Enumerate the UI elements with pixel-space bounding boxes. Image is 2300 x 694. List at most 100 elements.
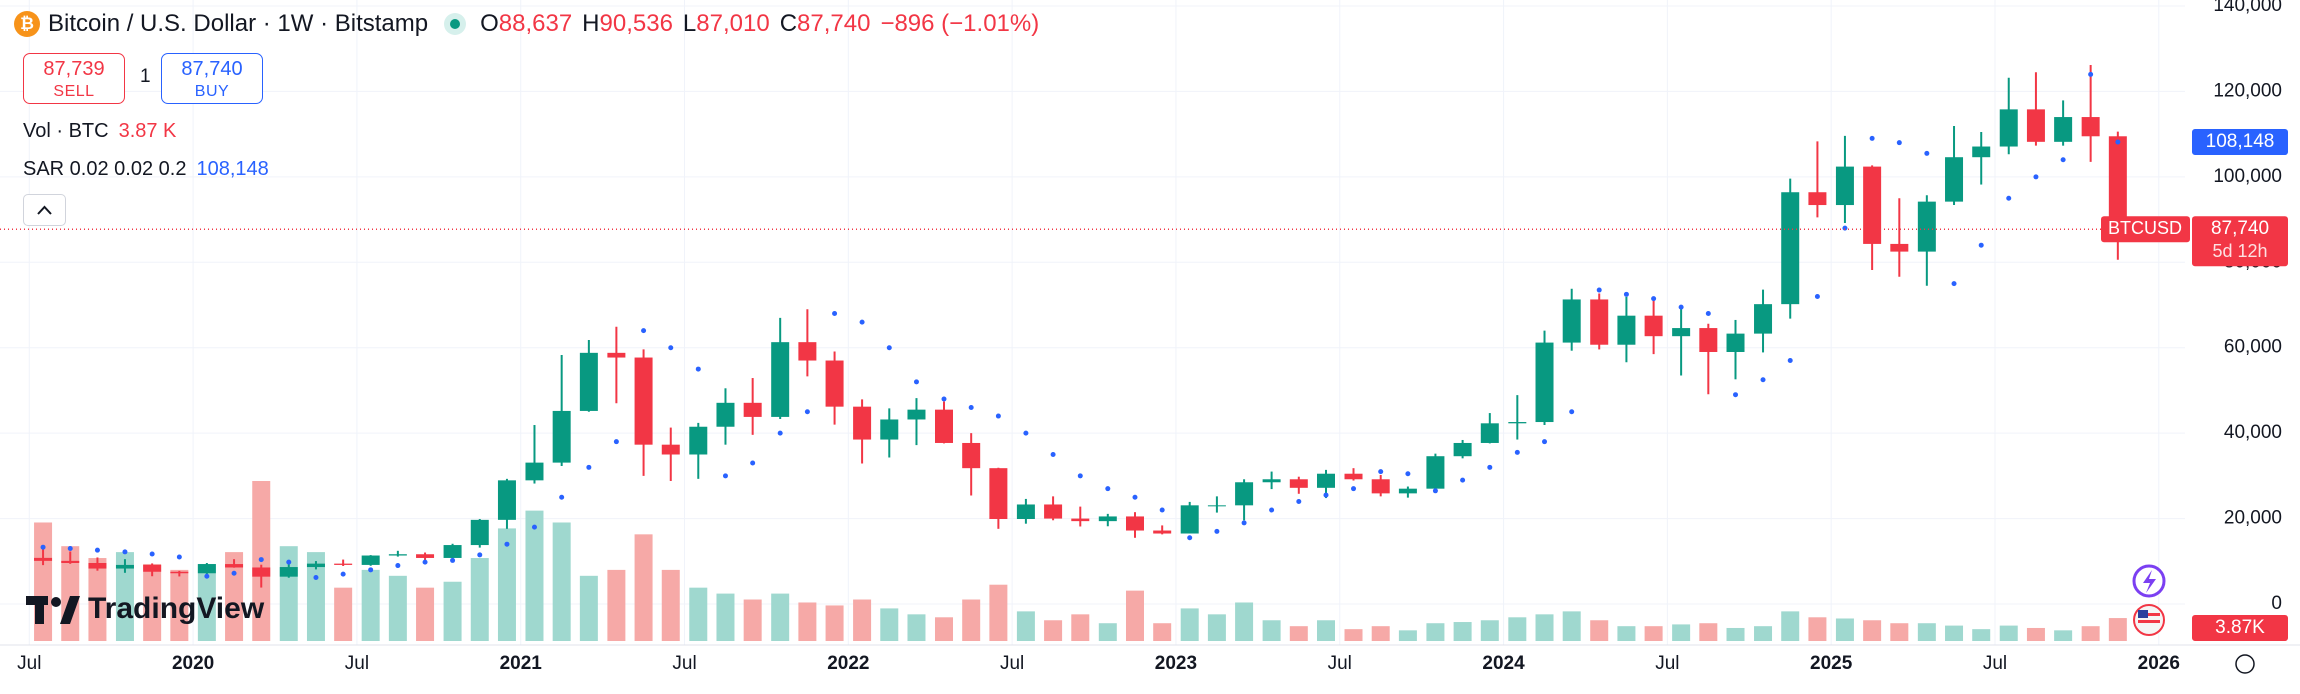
candle-body: [1535, 342, 1554, 423]
ohlc-label: L: [682, 10, 697, 37]
volume-bar: [443, 581, 462, 641]
x-tick-label: Jul: [17, 653, 41, 674]
volume-bar: [1835, 618, 1854, 641]
collapse-button[interactable]: [23, 194, 66, 226]
grid: [0, 0, 2185, 645]
sar-dot: [477, 552, 483, 558]
volume-bar: [825, 605, 844, 641]
sar-label: 108,148: [2206, 131, 2275, 152]
sar-dot: [968, 405, 974, 411]
sar-dot: [258, 557, 264, 563]
ohlc-value: 90,536: [599, 10, 673, 37]
market-status: [444, 13, 467, 35]
ohlc-label: O: [480, 10, 499, 37]
candle-body: [1262, 479, 1281, 483]
sar-dot: [1241, 520, 1247, 526]
sar-dot: [395, 563, 401, 569]
candle-body: [1371, 479, 1390, 494]
sell-button[interactable]: 87,739 SELL: [23, 53, 125, 104]
y-tick-label: 60,000: [2224, 337, 2282, 358]
volume-bar: [1863, 620, 1882, 641]
volume-bar: [1207, 614, 1226, 641]
sar-dot: [1269, 507, 1275, 513]
buy-button[interactable]: 87,740 BUY: [161, 53, 263, 104]
volume-bar: [634, 534, 653, 641]
indicator-value: 3.87 K: [118, 120, 177, 142]
volume-bar: [1726, 627, 1745, 641]
sar-dot: [2033, 174, 2039, 180]
sar-dot: [204, 573, 210, 579]
sar-dot: [804, 409, 810, 415]
sar-dot: [1814, 293, 1820, 299]
candle-body: [1344, 473, 1363, 480]
last-price-tag: [2192, 216, 2288, 267]
candle-body: [1016, 504, 1035, 519]
candle-body: [334, 563, 353, 565]
candle-body: [1726, 333, 1745, 352]
sar-dot: [722, 473, 728, 479]
candle-body: [798, 342, 817, 361]
candle-body: [306, 563, 325, 568]
candle-body: [197, 564, 216, 574]
x-tick-label: Jul: [672, 653, 696, 674]
volume-bar: [361, 569, 380, 641]
volume-bar: [907, 614, 926, 641]
sar-dot: [340, 571, 346, 577]
volume-bar: [334, 587, 353, 641]
volume-bar: [1699, 623, 1718, 641]
sar-dot: [122, 549, 128, 555]
candle-body: [1426, 456, 1445, 489]
sar-dot: [231, 570, 237, 576]
candle-body: [361, 555, 380, 565]
candle-body: [2081, 117, 2100, 137]
sar-dot: [422, 559, 428, 565]
sar-dot: [67, 545, 73, 551]
sar-dot: [1623, 291, 1629, 297]
sar-dot: [2006, 195, 2012, 201]
sar-dot: [1432, 488, 1438, 494]
candle-body: [525, 462, 544, 481]
volume-bar: [552, 522, 571, 641]
sar-dot: [1569, 409, 1575, 415]
collapse-icon: [37, 205, 52, 215]
sar-legend[interactable]: SAR 0.02 0.02 0.2 108,148: [23, 158, 269, 181]
settings-icon[interactable]: [2235, 654, 2255, 674]
last-price-label: 87,740: [2211, 218, 2269, 239]
candle-body: [443, 545, 462, 558]
sar-dot: [2088, 71, 2094, 77]
sar-dot: [1077, 473, 1083, 479]
volume-bar: [88, 558, 107, 641]
volume-bar: [579, 575, 598, 641]
symbol-title[interactable]: Bitcoin / U.S. Dollar · 1W · Bitstamp: [48, 10, 429, 37]
indicator-name: SAR 0.02 0.02 0.2: [23, 158, 187, 180]
x-tick-label: 2026: [2138, 653, 2180, 674]
sar-tag: [2192, 129, 2288, 156]
candle-body: [470, 519, 489, 546]
y-tick-label: 40,000: [2224, 422, 2282, 443]
sar-dot: [1951, 281, 1957, 287]
sar-dot: [1733, 392, 1739, 398]
sar-dot: [2060, 157, 2066, 163]
volume-bar: [1071, 614, 1090, 641]
sar-dot: [695, 366, 701, 372]
sar-dot: [1705, 311, 1711, 317]
candle-body: [716, 402, 735, 427]
sar-dot: [750, 460, 756, 466]
candle-body: [1808, 192, 1827, 206]
ohlc-value: 88,637: [498, 10, 573, 37]
volume-bar: [1590, 620, 1609, 641]
candle-body: [1835, 166, 1854, 206]
candle-body: [607, 352, 626, 358]
candle-body: [825, 360, 844, 407]
volume-bar: [1044, 620, 1063, 641]
x-tick-label: Jul: [1983, 653, 2007, 674]
sar-dot: [313, 575, 319, 581]
volume-bar: [853, 599, 872, 641]
volume-legend[interactable]: Vol · BTC 3.87 K: [23, 120, 176, 143]
candle-body: [771, 342, 790, 417]
sar-dot: [1405, 471, 1411, 477]
x-tick-label: Jul: [1328, 653, 1352, 674]
candle-body: [1453, 442, 1472, 457]
sar-dot: [859, 319, 865, 325]
